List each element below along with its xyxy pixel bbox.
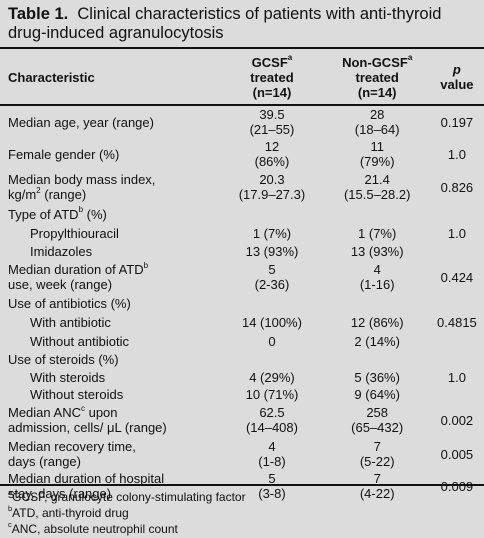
table-row: Median body mass index, kg/m2 (range) 20.… [8,172,474,202]
footnotes: aGCSF, granulocyte colony-stimulating fa… [8,489,246,537]
table-row: Median age, year (range) 39.5 (21–55) 28(… [8,107,474,137]
table-row: Type of ATDb (%) [8,205,107,222]
table-row: Median duration of hospital stay, days (r… [8,471,474,501]
footnote-a: aGCSF, granulocyte colony-stimulating fa… [8,488,246,504]
table-row: Use of antibiotics (%) [8,295,131,311]
table-label: Table 1. [8,5,69,23]
header-rule [0,104,484,106]
table-row: Imidazoles 13 (93%) 13 (93%) [30,244,404,259]
top-rule [0,47,484,49]
table-row: Median duration of ATDb use, week (range)… [8,260,474,292]
table-row: Without steroids 10 (71%) 9 (64%) [30,386,400,402]
table-row: With antibiotic 14 (100%) 12 (86%) 0.481… [30,315,477,330]
footnote-c: cANC, absolute neutrophil count [8,520,178,536]
table-row: Median recovery time, days (range) 4 (1-8)… [8,439,474,469]
characteristics-table: Characteristic GCSFa treated (n=14) Non-… [0,49,484,502]
footnote-b: bATD, anti-thyroid drug [8,504,129,520]
table-row: Use of steroids (%) [8,352,119,367]
table-title: Table 1. Clinical characteristics of pat… [0,0,484,42]
header-p-value: p value [440,62,474,92]
header-characteristic: Characteristic [8,69,95,85]
header-non-gcsf: Non-GCSFa treated (n=14) [342,53,413,100]
table-row: Median ANCc upon admission, cells/ μL (ra… [8,403,474,435]
table-row: With steroids 4 (29%) 5 (36%) 1.0 [30,370,466,385]
table-row: Female gender (%) 12 (86%) 11 (79%) 1.0 [8,139,466,169]
bottom-rule [0,484,484,486]
table-header-row: Characteristic GCSFa treated (n=14) Non-… [0,49,484,105]
table-caption: Clinical characteristics of patients wit… [8,5,442,42]
table-row: Without antibiotic 0 2 (14%) [30,334,400,349]
table-row: Propylthiouracil 1 (7%) 1 (7%) 1.0 [30,225,466,241]
header-gcsf: GCSFa treated (n=14) [250,53,294,100]
